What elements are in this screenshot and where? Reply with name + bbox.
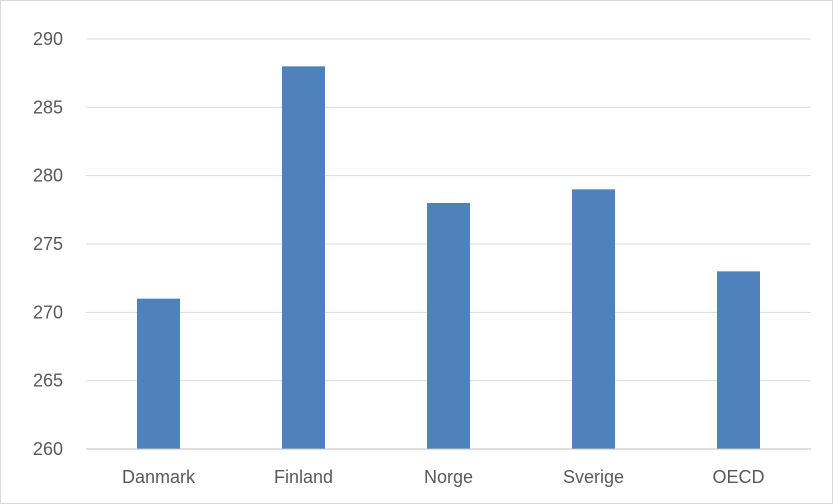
y-tick-label: 275 — [33, 234, 63, 254]
y-tick-label: 270 — [33, 302, 63, 322]
x-tick-labels: Danmark Finland Norge Sverige OECD — [122, 467, 765, 487]
bar-norge — [427, 203, 470, 449]
bar-finland — [282, 66, 325, 449]
x-tick-label-sverige: Sverige — [563, 467, 624, 487]
y-tick-label: 290 — [33, 29, 63, 49]
y-tick-label: 285 — [33, 97, 63, 117]
y-tick-labels: 260 265 270 275 280 285 290 — [33, 29, 63, 459]
x-tick-label-oecd: OECD — [712, 467, 764, 487]
y-tick-label: 265 — [33, 371, 63, 391]
y-tick-label: 280 — [33, 166, 63, 186]
y-tick-label: 260 — [33, 439, 63, 459]
bars — [137, 66, 760, 450]
x-tick-label-danmark: Danmark — [122, 467, 196, 487]
x-tick-label-norge: Norge — [424, 467, 473, 487]
bar-danmark — [137, 298, 180, 449]
x-tick-label-finland: Finland — [274, 467, 333, 487]
bar-sverige — [572, 189, 615, 450]
bar-oecd — [717, 271, 760, 449]
